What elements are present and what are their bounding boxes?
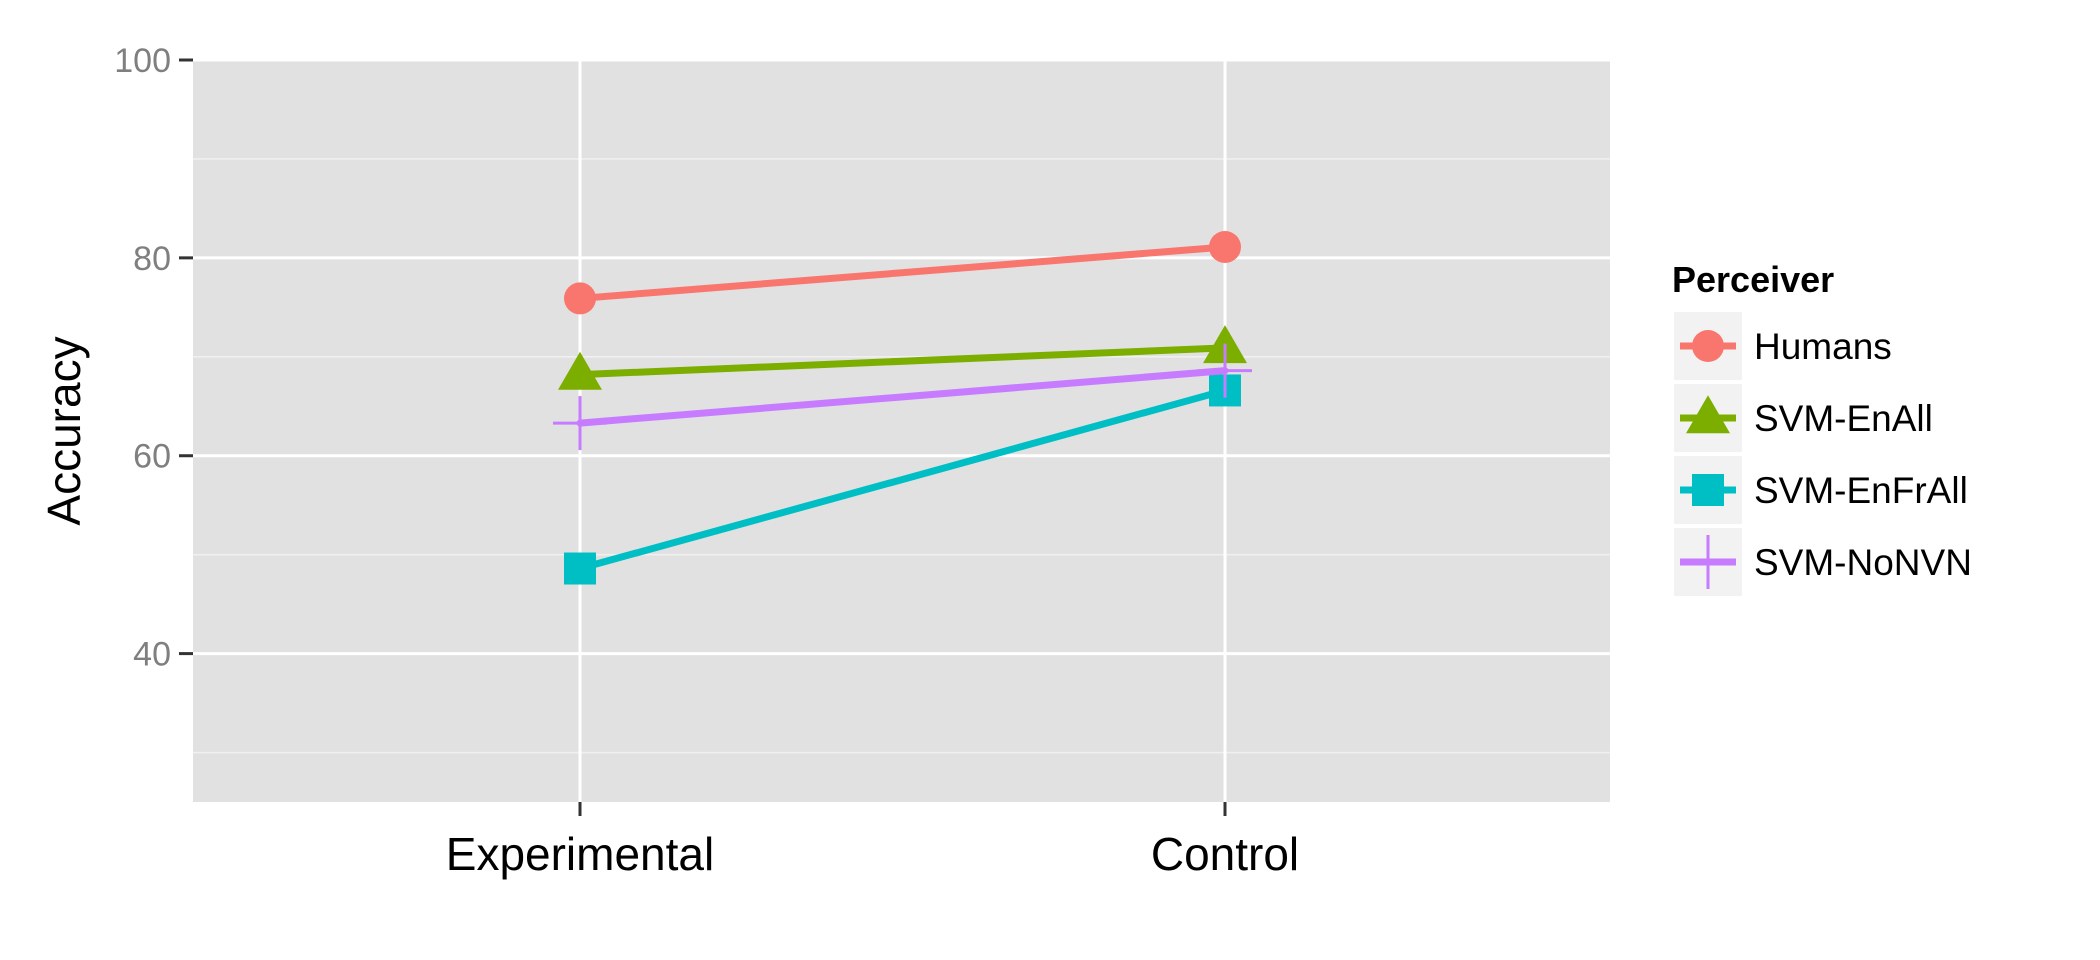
series-humans: [564, 230, 1241, 315]
circle-marker: [1209, 230, 1241, 263]
y-axis-title: Accuracy: [38, 336, 90, 525]
legend-item-svm-enfrall: SVM-EnFrAll: [1674, 456, 1968, 524]
legend-item-humans: Humans: [1674, 312, 1892, 380]
plus-marker: [1198, 343, 1252, 398]
triangle-marker: [1686, 395, 1730, 434]
triangle-marker: [558, 351, 602, 390]
grid-lines: [193, 58, 1610, 802]
x-tick-label: Control: [1151, 828, 1299, 880]
axes: 40 60 80 100 Experimental Control: [114, 42, 1299, 880]
legend-label: SVM-EnFrAll: [1754, 470, 1968, 511]
circle-marker: [1692, 330, 1724, 362]
circle-marker: [564, 282, 596, 315]
y-tick-label: 40: [133, 636, 171, 674]
series-line: [576, 367, 1229, 427]
legend-label: SVM-NoNVN: [1754, 542, 1972, 583]
square-marker: [1692, 474, 1724, 506]
series-line: [576, 386, 1229, 573]
x-tick-label: Experimental: [446, 828, 714, 880]
y-tick-label: 80: [133, 240, 171, 278]
plus-marker: [553, 396, 607, 451]
series-group: [553, 230, 1252, 585]
legend-item-svm-enall: SVM-EnAll: [1674, 384, 1933, 452]
legend-title: Perceiver: [1672, 259, 1834, 300]
series-line: [576, 344, 1229, 379]
series-svm-nonvn: [553, 343, 1252, 451]
legend-item-svm-nonvn: SVM-NoNVN: [1674, 528, 1972, 596]
legend-label: Humans: [1754, 326, 1892, 367]
legend: Perceiver Humans SVM-EnAll SVM-EnFrAll SVM-…: [1672, 259, 1972, 596]
plus-marker: [1681, 535, 1735, 589]
y-tick-label: 60: [133, 438, 171, 476]
series-line: [576, 243, 1229, 302]
y-tick-label: 100: [114, 42, 171, 80]
plot-panel: [193, 60, 1610, 802]
square-marker: [564, 552, 596, 585]
legend-label: SVM-EnAll: [1754, 398, 1933, 439]
